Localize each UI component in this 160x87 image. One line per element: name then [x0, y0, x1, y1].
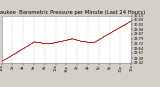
Title: Milwaukee  Barometric Pressure per Minute (Last 24 Hours): Milwaukee Barometric Pressure per Minute…: [0, 10, 145, 15]
